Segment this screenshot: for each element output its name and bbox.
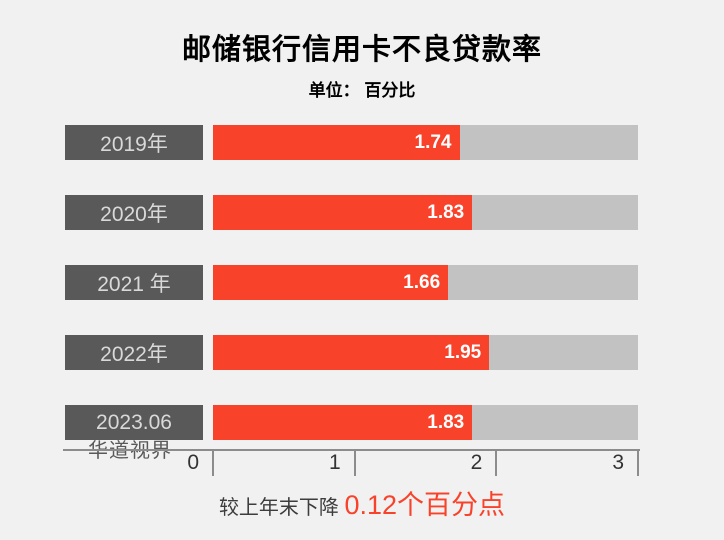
category-label-box: 2022年 (65, 335, 203, 370)
category-label: 2021 年 (97, 272, 171, 296)
category-label: 2023.06 (96, 410, 172, 434)
bar-fill: 1.83 (213, 195, 473, 230)
x-axis-tick (495, 449, 498, 476)
footnote: 较上年末下降 0.12个百分点 (0, 483, 724, 522)
x-axis-tick-label: 0 (187, 451, 199, 474)
bar-fill: 1.83 (213, 405, 473, 440)
chart-unit-label: 单位： 百分比 (308, 81, 416, 100)
category-label: 2019年 (100, 132, 168, 156)
bar-value-label: 1.66 (403, 272, 441, 293)
x-axis-line (63, 449, 640, 451)
footnote-text: 较上年末下降 (218, 497, 345, 519)
bar-value-label: 1.83 (427, 202, 465, 223)
bar-fill: 1.74 (213, 125, 460, 160)
bar-fill: 1.66 (213, 265, 449, 300)
bar-value-label: 1.83 (427, 412, 465, 433)
bar-track: 1.83 (213, 195, 638, 230)
category-label-box: 2021 年 (65, 265, 203, 300)
bar-row: 2020年 1.83 (0, 195, 724, 230)
bar-track: 1.74 (213, 125, 638, 160)
bar-row: 2022年 1.95 (0, 335, 724, 370)
category-label-box: 2023.06 (65, 405, 203, 440)
bar-track: 1.83 (213, 405, 638, 440)
category-label: 2022年 (100, 342, 168, 366)
bar-value-label: 1.95 (444, 342, 482, 363)
x-axis-tick-label: 1 (328, 451, 341, 474)
bar-row: 2023.06 1.83 (0, 405, 724, 440)
bar-row: 2019年 1.74 (0, 125, 724, 160)
x-axis-tick (637, 449, 639, 476)
watermark: 华道视界 (88, 440, 172, 462)
chart-title: 邮储银行信用卡不良贷款率 (181, 34, 542, 66)
bar-fill: 1.95 (213, 335, 490, 370)
bar-row: 2021 年 1.66 (0, 265, 724, 300)
x-axis-tick-label: 2 (470, 451, 483, 474)
x-axis-tick (353, 449, 356, 476)
category-label-box: 2020年 (65, 195, 203, 230)
x-axis-tick-label: 3 (612, 451, 624, 474)
category-label-box: 2019年 (65, 125, 203, 160)
bar-track: 1.66 (213, 265, 638, 300)
bar-track: 1.95 (213, 335, 638, 370)
footnote-highlight-value: 0.12个百分点 (344, 490, 506, 520)
bar-value-label: 1.74 (414, 132, 452, 153)
x-axis-tick (212, 449, 214, 476)
category-label: 2020年 (100, 202, 168, 226)
